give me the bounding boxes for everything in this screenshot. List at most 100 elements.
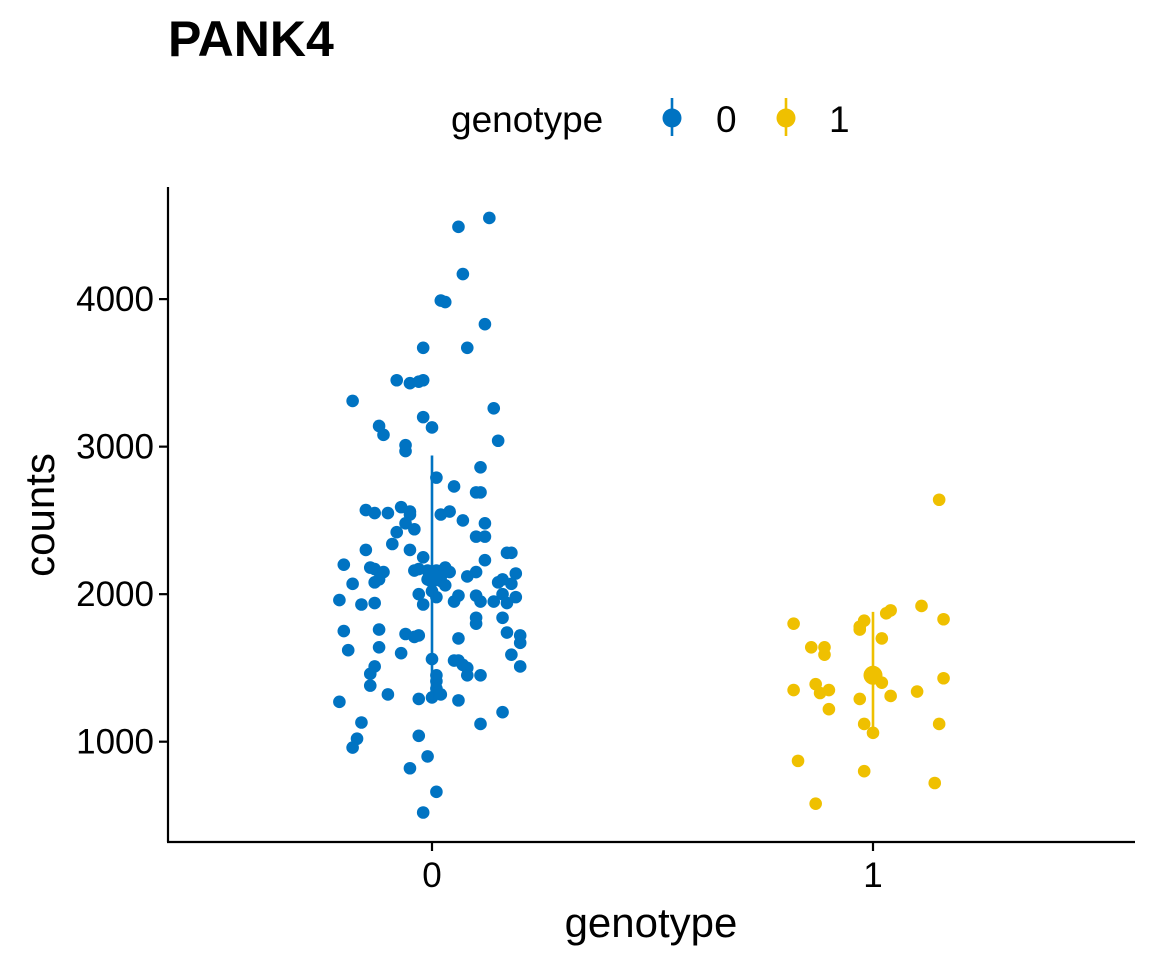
- data-point: [505, 648, 518, 661]
- legend-label-1: 1: [829, 99, 850, 140]
- data-point: [818, 648, 831, 661]
- data-point: [386, 537, 399, 551]
- data-point: [416, 341, 430, 355]
- data-point: [372, 573, 386, 586]
- data-point: [333, 593, 346, 607]
- data-point: [487, 595, 501, 608]
- data-point: [377, 428, 390, 442]
- data-point: [478, 530, 492, 543]
- data-point: [928, 776, 942, 790]
- legend-key-dot-1: [776, 108, 796, 128]
- data-point: [456, 267, 470, 281]
- data-point: [853, 692, 867, 706]
- summary-layer: [422, 455, 883, 736]
- data-point: [509, 567, 523, 580]
- data-point: [460, 668, 474, 682]
- series-0: [333, 211, 527, 819]
- data-point: [438, 579, 452, 592]
- data-point: [474, 717, 487, 731]
- data-point: [932, 717, 946, 731]
- data-point: [505, 546, 518, 560]
- y-tick-label: 2000: [76, 575, 154, 614]
- data-point: [491, 434, 505, 448]
- data-point: [416, 410, 430, 424]
- data-point: [853, 623, 867, 636]
- mean-point: [863, 665, 883, 685]
- data-point: [910, 685, 924, 698]
- data-point: [496, 611, 509, 625]
- data-point: [394, 646, 408, 660]
- x-tick-label: 1: [863, 856, 882, 895]
- x-axis-title: genotype: [565, 899, 738, 946]
- data-point: [368, 596, 381, 610]
- data-point: [399, 444, 412, 458]
- data-point: [416, 806, 430, 819]
- legend-label-0: 0: [716, 99, 737, 140]
- data-point: [500, 596, 514, 610]
- data-point: [460, 570, 474, 583]
- data-point: [416, 373, 430, 387]
- data-point: [412, 692, 426, 706]
- data-point: [337, 624, 351, 638]
- data-point: [381, 506, 395, 520]
- data-point: [452, 220, 465, 234]
- data-point: [478, 517, 492, 530]
- data-point: [372, 640, 386, 654]
- data-point: [513, 636, 527, 650]
- data-point: [857, 764, 871, 778]
- data-point: [390, 525, 404, 539]
- y-tick-label: 3000: [76, 428, 154, 467]
- data-point: [363, 667, 377, 681]
- y-axis: 1000 2000 3000 4000: [76, 280, 168, 762]
- data-point: [390, 373, 404, 387]
- series-1: [787, 493, 950, 810]
- data-point: [915, 599, 928, 613]
- data-point: [412, 729, 426, 743]
- data-point: [430, 785, 443, 799]
- data-point: [809, 797, 822, 810]
- data-point: [333, 695, 346, 709]
- y-tick-label: 1000: [76, 723, 154, 762]
- data-point: [337, 558, 351, 571]
- data-point: [474, 460, 487, 474]
- data-point: [408, 522, 421, 536]
- data-point: [875, 632, 889, 645]
- data-point: [372, 623, 386, 636]
- data-point: [412, 629, 426, 642]
- data-point: [469, 611, 483, 625]
- data-point: [381, 688, 395, 701]
- data-point: [879, 607, 893, 620]
- legend-title: genotype: [451, 99, 603, 140]
- data-point: [421, 750, 434, 763]
- data-point: [452, 632, 465, 645]
- data-point: [474, 486, 487, 499]
- data-point: [355, 598, 368, 611]
- data-point: [346, 577, 359, 591]
- data-point: [416, 550, 430, 564]
- y-tick-label: 4000: [76, 280, 154, 319]
- data-point: [857, 717, 871, 731]
- data-point: [483, 211, 496, 225]
- data-point: [403, 761, 417, 775]
- data-point: [509, 590, 523, 604]
- data-point: [478, 553, 492, 567]
- data-point: [813, 686, 827, 700]
- data-point: [787, 617, 800, 630]
- data-point: [469, 530, 483, 543]
- data-point: [456, 514, 470, 527]
- data-point: [341, 643, 355, 657]
- legend-key-dot-0: [662, 108, 682, 128]
- data-point: [474, 595, 487, 608]
- data-point: [359, 543, 373, 557]
- data-point: [787, 683, 800, 697]
- data-point: [937, 671, 950, 685]
- legend: genotype 0 1: [451, 98, 850, 140]
- data-point: [416, 598, 430, 611]
- data-point: [496, 705, 509, 719]
- data-point: [791, 754, 805, 768]
- data-point: [443, 505, 456, 518]
- data-point: [500, 626, 514, 639]
- data-point: [452, 589, 465, 602]
